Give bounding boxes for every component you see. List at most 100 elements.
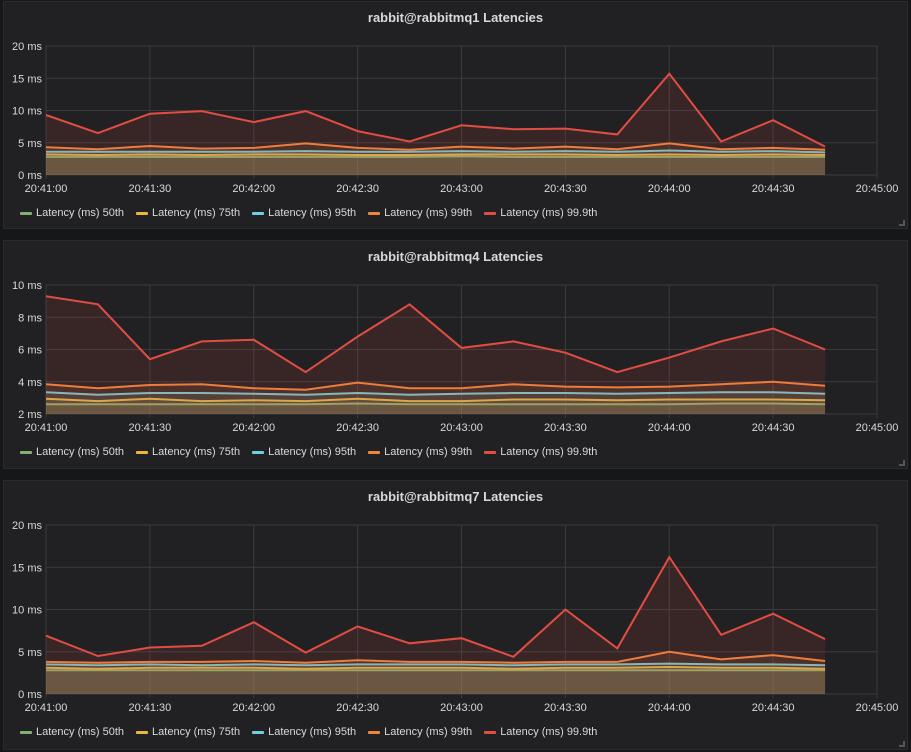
legend-label: Latency (ms) 99.9th: [500, 207, 598, 219]
legend: Latency (ms) 50th Latency (ms) 75th Latenc…: [20, 446, 597, 458]
series-area-99.9th: [46, 557, 826, 694]
series-area-75th: [46, 154, 826, 175]
legend-label: Latency (ms) 75th: [152, 446, 241, 458]
legend: Latency (ms) 50th Latency (ms) 75th Latenc…: [20, 726, 597, 738]
resize-handle[interactable]: [899, 460, 905, 466]
legend-item-99.9th[interactable]: Latency (ms) 99.9th: [484, 446, 597, 458]
legend-label: Latency (ms) 50th: [36, 446, 125, 458]
legend-item-75th[interactable]: Latency (ms) 75th: [136, 726, 240, 738]
x-tick-label: 20:43:00: [440, 702, 483, 714]
x-tick-label: 20:43:30: [544, 183, 587, 195]
x-tick-label: 20:42:00: [232, 702, 275, 714]
y-tick-label: 10 ms: [12, 280, 42, 292]
y-tick-label: 0 ms: [18, 689, 42, 701]
y-tick-label: 15 ms: [12, 562, 42, 574]
legend-item-99.9th[interactable]: Latency (ms) 99.9th: [484, 207, 597, 219]
legend-label: Latency (ms) 99.9th: [500, 446, 598, 458]
x-tick-label: 20:42:30: [336, 183, 379, 195]
series-area-99th: [46, 143, 826, 175]
resize-handle[interactable]: [899, 220, 905, 226]
legend-item-75th[interactable]: Latency (ms) 75th: [136, 446, 240, 458]
legend-swatch: [20, 211, 32, 215]
x-tick-label: 20:43:00: [440, 183, 483, 195]
legend-swatch: [484, 450, 497, 454]
legend-label: Latency (ms) 95th: [268, 207, 357, 219]
legend-item-95th[interactable]: Latency (ms) 95th: [252, 446, 356, 458]
legend-item-95th[interactable]: Latency (ms) 95th: [252, 726, 356, 738]
series-line-75th: [45, 153, 826, 157]
legend-swatch: [136, 730, 149, 734]
legend-item-75th[interactable]: Latency (ms) 75th: [136, 207, 240, 219]
x-tick-label: 20:41:30: [128, 422, 171, 434]
x-tick-label: 20:42:00: [232, 183, 275, 195]
series-area-99.9th: [46, 296, 826, 414]
series-line-99th: [45, 380, 826, 391]
legend-item-99.9th[interactable]: Latency (ms) 99.9th: [484, 726, 597, 738]
x-tick-label: 20:42:00: [232, 422, 275, 434]
x-tick-label: 20:41:00: [25, 702, 68, 714]
series-line-99.9th: [45, 72, 826, 148]
x-tick-label: 20:45:00: [856, 702, 899, 714]
x-tick-label: 20:44:00: [648, 422, 691, 434]
series-area-95th: [46, 150, 826, 175]
chart: 0 ms 5 ms 10 ms 15 ms 20 ms 20:41:00 20:41:30 2…: [12, 41, 899, 195]
legend-item-99th[interactable]: Latency (ms) 99th: [368, 726, 472, 738]
legend-label: Latency (ms) 99th: [384, 446, 473, 458]
series-area-75th: [46, 667, 826, 694]
x-tick-label: 20:41:30: [128, 702, 171, 714]
series-line-75th: [45, 397, 826, 403]
legend-swatch: [20, 730, 32, 734]
series-line-99.9th: [45, 555, 826, 658]
x-tick-label: 20:45:00: [856, 422, 899, 434]
x-tick-label: 20:45:00: [856, 183, 899, 195]
y-tick-label: 8 ms: [18, 312, 42, 324]
series-area-50th: [46, 670, 826, 694]
legend-swatch: [136, 450, 149, 454]
legend-label: Latency (ms) 50th: [36, 726, 125, 738]
x-tick-label: 20:43:30: [544, 422, 587, 434]
series-line-95th: [46, 149, 826, 154]
x-tick-label: 20:41:00: [25, 422, 68, 434]
panel-title[interactable]: rabbit@rabbitmq1 Latencies: [367, 10, 544, 25]
legend-swatch: [484, 730, 497, 734]
panel-title[interactable]: rabbit@rabbitmq4 Latencies: [367, 249, 544, 264]
series-line-99th: [45, 142, 826, 151]
series-line-50th: [46, 155, 826, 158]
series-area-95th: [46, 663, 826, 694]
y-tick-label: 0 ms: [18, 170, 42, 182]
legend-item-50th[interactable]: Latency (ms) 50th: [20, 726, 124, 738]
legend-item-99th[interactable]: Latency (ms) 99th: [368, 446, 472, 458]
resize-handle[interactable]: [899, 741, 905, 747]
series-line-50th: [46, 402, 826, 406]
series-line-95th: [45, 662, 826, 667]
chart: 0 ms 5 ms 10 ms 15 ms 20 ms 20:41:00 20:41:30 2…: [12, 520, 899, 714]
legend-item-50th[interactable]: Latency (ms) 50th: [20, 207, 124, 219]
x-tick-label: 20:42:30: [336, 422, 379, 434]
legend-item-95th[interactable]: Latency (ms) 95th: [252, 207, 356, 219]
legend-swatch: [20, 450, 32, 454]
legend-label: Latency (ms) 95th: [268, 446, 357, 458]
legend-label: Latency (ms) 99th: [384, 207, 473, 219]
series-line-75th: [45, 665, 826, 670]
series-line-99th: [45, 650, 826, 664]
y-tick-label: 20 ms: [12, 520, 42, 532]
legend-item-50th[interactable]: Latency (ms) 50th: [20, 446, 124, 458]
y-tick-label: 5 ms: [18, 647, 42, 659]
x-tick-label: 20:44:00: [648, 183, 691, 195]
y-tick-label: 10 ms: [12, 605, 42, 617]
legend-swatch: [368, 730, 381, 734]
legend-swatch: [136, 211, 149, 215]
panel-title[interactable]: rabbit@rabbitmq7 Latencies: [367, 489, 544, 504]
legend-label: Latency (ms) 99th: [384, 726, 473, 738]
series-area-99th: [46, 651, 826, 694]
legend-item-99th[interactable]: Latency (ms) 99th: [368, 207, 472, 219]
legend-label: Latency (ms) 99.9th: [500, 726, 598, 738]
x-tick-label: 20:44:30: [752, 183, 795, 195]
series-area-50th: [46, 156, 826, 175]
legend-swatch: [368, 211, 381, 215]
series-area-75th: [46, 398, 826, 414]
legend-label: Latency (ms) 95th: [268, 726, 357, 738]
legend-label: Latency (ms) 50th: [36, 207, 125, 219]
x-tick-label: 20:44:00: [648, 702, 691, 714]
legend-swatch: [484, 211, 497, 215]
